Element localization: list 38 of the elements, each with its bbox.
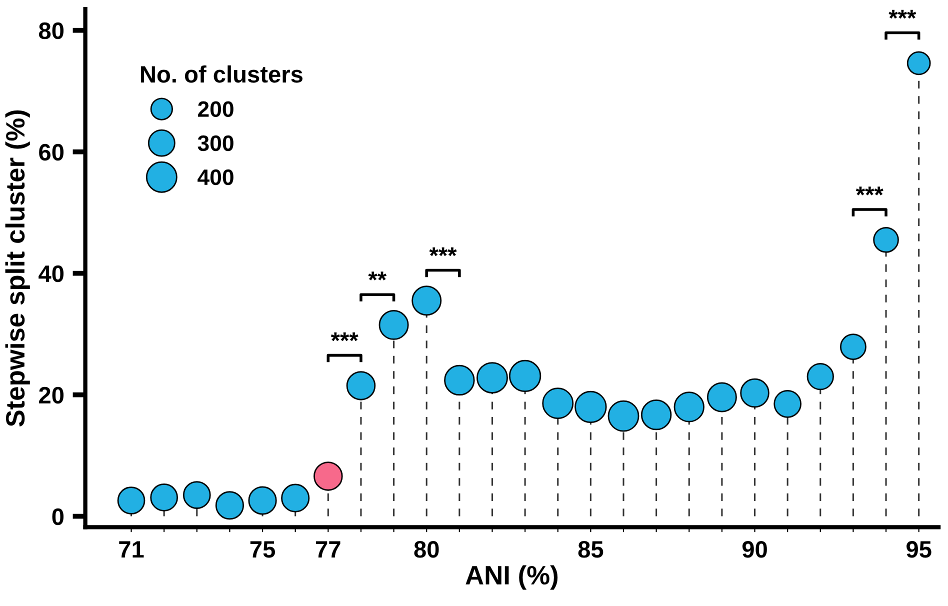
legend-title: No. of clusters [141,65,302,83]
legend-label: 200 [198,101,234,118]
annotation: *** [330,332,358,342]
point [346,371,376,400]
legend-label: 300 [198,135,234,152]
x-tick-label: 85 [578,541,604,558]
annotation: *** [429,247,457,256]
y-axis-title: Stepwise split cluster (%) [5,110,30,426]
y-tick-label: 20 [39,386,64,404]
x-tick-label: 77 [316,541,340,558]
y-tick-label: 60 [39,144,64,161]
point [150,484,178,512]
annotation: ** [368,272,387,280]
x-tick-label: 90 [742,541,767,558]
point [281,484,310,512]
x-tick-label: 95 [906,541,932,558]
point [248,486,277,515]
point [444,364,475,396]
legend-label: 400 [198,169,234,186]
x-axis-title: ANI (%) [466,565,558,590]
x-tick-label: 75 [250,541,275,558]
point [706,382,737,412]
point [412,286,442,316]
point [740,378,770,408]
y-tick-label: 0 [52,508,64,526]
x-tick-label: 71 [119,541,144,558]
y-tick-label: 80 [38,22,64,40]
y-tick-label: 40 [38,265,64,282]
point [674,392,704,422]
point [774,390,802,418]
annotation: *** [856,186,884,196]
point [215,491,244,520]
point [182,481,211,509]
point [117,486,146,514]
point [378,310,409,340]
x-tick-label: 80 [414,541,439,558]
point [314,462,343,491]
annotation: *** [888,10,916,19]
